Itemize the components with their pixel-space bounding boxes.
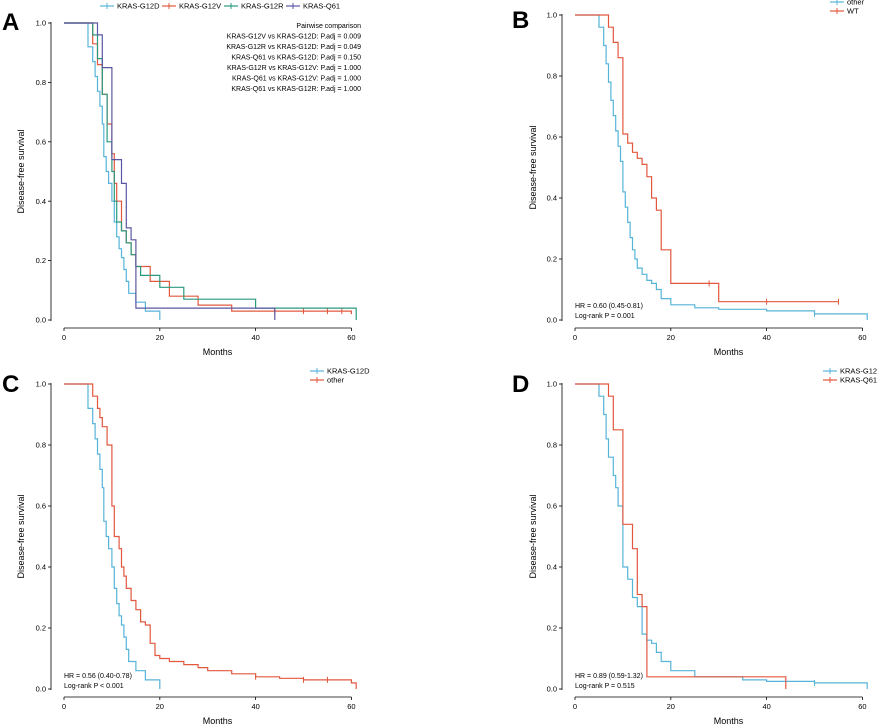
pairwise-line: KRAS-Q61 vs KRAS-G12R: P.adj = 1.000 (231, 86, 361, 93)
x-tick-label: 20 (667, 702, 675, 711)
y-tick-label: 0.0 (36, 316, 46, 325)
x-tick-label: 60 (347, 702, 355, 711)
panel-letter: D (512, 371, 529, 398)
legend-item: WT (830, 7, 859, 16)
x-tick-label: 60 (858, 333, 866, 342)
legend-label: KRAS-Q61 (840, 376, 877, 385)
legend-item: KRAS-Q61 (286, 2, 340, 11)
legend-item: KRAS-G12D (100, 2, 160, 11)
x-tick-label: 0 (62, 333, 66, 342)
survival-curve-kras-g12d (64, 22, 161, 320)
x-tick-label: 0 (573, 333, 577, 342)
y-tick-label: 0.8 (547, 441, 557, 450)
panel-d: D 0.0 0.2 0.4 0.6 0.8 1.0 0 20 40 60 Months Disease-… (512, 367, 877, 727)
legend-label: KRAS-G12V (179, 2, 221, 11)
legend-label: KRAS-Q61 (303, 2, 340, 11)
y-axis-title: Disease-free survival (528, 494, 538, 578)
y-tick-label: 0.6 (547, 133, 557, 142)
survival-curve-wt (575, 14, 839, 303)
survival-curve-kras-g12d (64, 383, 161, 689)
survival-curve-kras-q61 (575, 383, 787, 689)
y-axis-title: Disease-free survival (16, 129, 26, 213)
panel-letter: B (512, 7, 529, 34)
y-tick-label: 1.0 (547, 380, 557, 389)
y-tick-label: 0.2 (36, 256, 46, 265)
legend-item: KRAS-G12D (310, 367, 370, 376)
legend-item: KRAS-G12V (162, 2, 221, 11)
y-tick-label: 0.8 (36, 441, 46, 450)
legend-label: KRAS-G12D (117, 2, 160, 11)
x-tick-label: 40 (762, 702, 770, 711)
x-tick-label: 20 (156, 333, 164, 342)
legend-label: KRAS-G12R (241, 2, 284, 11)
legend-item: other (310, 376, 345, 385)
panel-letter: A (2, 9, 19, 36)
x-tick-label: 20 (667, 333, 675, 342)
pairwise-line: KRAS-G12R vs KRAS-G12D: P.adj = 0.049 (226, 44, 361, 51)
pairwise-line: KRAS-G12R vs KRAS-G12V: P.adj = 1.000 (227, 65, 361, 72)
pairwise-title: Pairwise comparison (296, 23, 361, 30)
y-tick-label: 0.2 (36, 624, 46, 633)
panel-b: B 0.0 0.2 0.4 0.6 0.8 1.0 0 20 40 60 Months Disease-… (512, 0, 868, 357)
y-tick-label: 0.0 (36, 685, 46, 694)
y-tick-label: 0.8 (36, 78, 46, 87)
survival-curve-other (64, 383, 357, 689)
x-tick-label: 40 (762, 333, 770, 342)
y-tick-label: 0.6 (36, 137, 46, 146)
log-rank-p: Log-rank P = 0.515 (575, 683, 635, 690)
log-rank-p: Log-rank P < 0.001 (64, 683, 124, 690)
legend-item: KRAS-Q61 (823, 376, 877, 385)
x-tick-label: 0 (62, 702, 66, 711)
pairwise-line: KRAS-Q61 vs KRAS-G12D: P.adj = 0.150 (231, 55, 361, 62)
legend-item: KRAS-G12R (224, 2, 284, 11)
panel-a: A 0.0 0.2 0.4 0.6 0.8 1.0 0 20 40 60 Months Disease-… (2, 2, 361, 358)
panel-c: C 0.0 0.2 0.4 0.6 0.8 1.0 0 20 40 60 Months Disease-… (2, 367, 370, 727)
x-tick-label: 40 (251, 333, 259, 342)
y-tick-label: 0.4 (547, 194, 557, 203)
x-tick-label: 40 (251, 702, 259, 711)
x-axis-title: Months (714, 716, 744, 726)
y-tick-label: 0.6 (36, 502, 46, 511)
pairwise-line: KRAS-Q61 vs KRAS-G12V: P.adj = 1.000 (232, 76, 361, 83)
hazard-ratio: HR = 0.60 (0.45-0.81) (575, 303, 643, 310)
hazard-ratio: HR = 0.56 (0.40-0.78) (64, 673, 132, 680)
legend-label: KRAS-G12 (840, 367, 877, 376)
panel-letter: C (2, 371, 19, 398)
y-tick-label: 0.2 (547, 255, 557, 264)
legend-label: other (847, 0, 865, 7)
y-tick-label: 0.8 (547, 72, 557, 81)
y-tick-label: 1.0 (36, 380, 46, 389)
pairwise-line: KRAS-G12V vs KRAS-G12D: P.adj = 0.009 (227, 34, 361, 41)
x-tick-label: 20 (156, 702, 164, 711)
y-axis-title: Disease-free survival (528, 125, 538, 209)
y-tick-label: 0.4 (36, 197, 46, 206)
hazard-ratio: HR = 0.89 (0.59-1.32) (575, 673, 643, 680)
legend-label: other (327, 376, 345, 385)
log-rank-p: Log-rank P = 0.001 (575, 313, 635, 320)
legend-label: WT (847, 7, 859, 16)
x-axis-title: Months (203, 347, 233, 357)
x-tick-label: 60 (858, 702, 866, 711)
survival-curve-kras-g12 (575, 383, 868, 689)
legend-item: other (830, 0, 865, 7)
legend-item: KRAS-G12 (823, 367, 877, 376)
y-tick-label: 0.0 (547, 316, 557, 325)
y-tick-label: 1.0 (36, 19, 46, 28)
y-axis-title: Disease-free survival (16, 494, 26, 578)
y-tick-label: 1.0 (547, 11, 557, 20)
y-tick-label: 0.6 (547, 502, 557, 511)
x-axis-title: Months (714, 347, 744, 357)
y-tick-label: 0.4 (36, 563, 46, 572)
survival-curve-other (575, 14, 868, 320)
legend-label: KRAS-G12D (327, 367, 370, 376)
y-tick-label: 0.2 (547, 624, 557, 633)
survival-curve-kras-g12r (64, 22, 357, 320)
y-tick-label: 0.0 (547, 685, 557, 694)
x-tick-label: 60 (347, 333, 355, 342)
x-tick-label: 0 (573, 702, 577, 711)
survival-curve-kras-q61 (64, 22, 276, 320)
y-tick-label: 0.4 (547, 563, 557, 572)
x-axis-title: Months (203, 716, 233, 726)
